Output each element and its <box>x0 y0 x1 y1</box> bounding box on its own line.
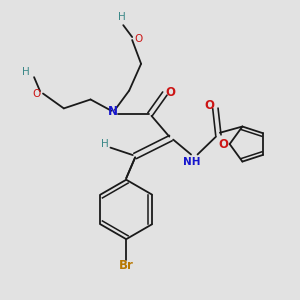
Text: O: O <box>219 138 229 151</box>
Text: H: H <box>118 12 126 22</box>
Text: O: O <box>32 88 40 98</box>
Text: O: O <box>134 34 142 44</box>
Text: O: O <box>204 99 214 112</box>
Text: H: H <box>22 67 30 77</box>
Text: H: H <box>101 139 109 149</box>
Text: NH: NH <box>184 158 201 167</box>
Text: N: N <box>108 105 118 118</box>
Text: O: O <box>165 85 175 98</box>
Text: Br: Br <box>119 260 134 272</box>
